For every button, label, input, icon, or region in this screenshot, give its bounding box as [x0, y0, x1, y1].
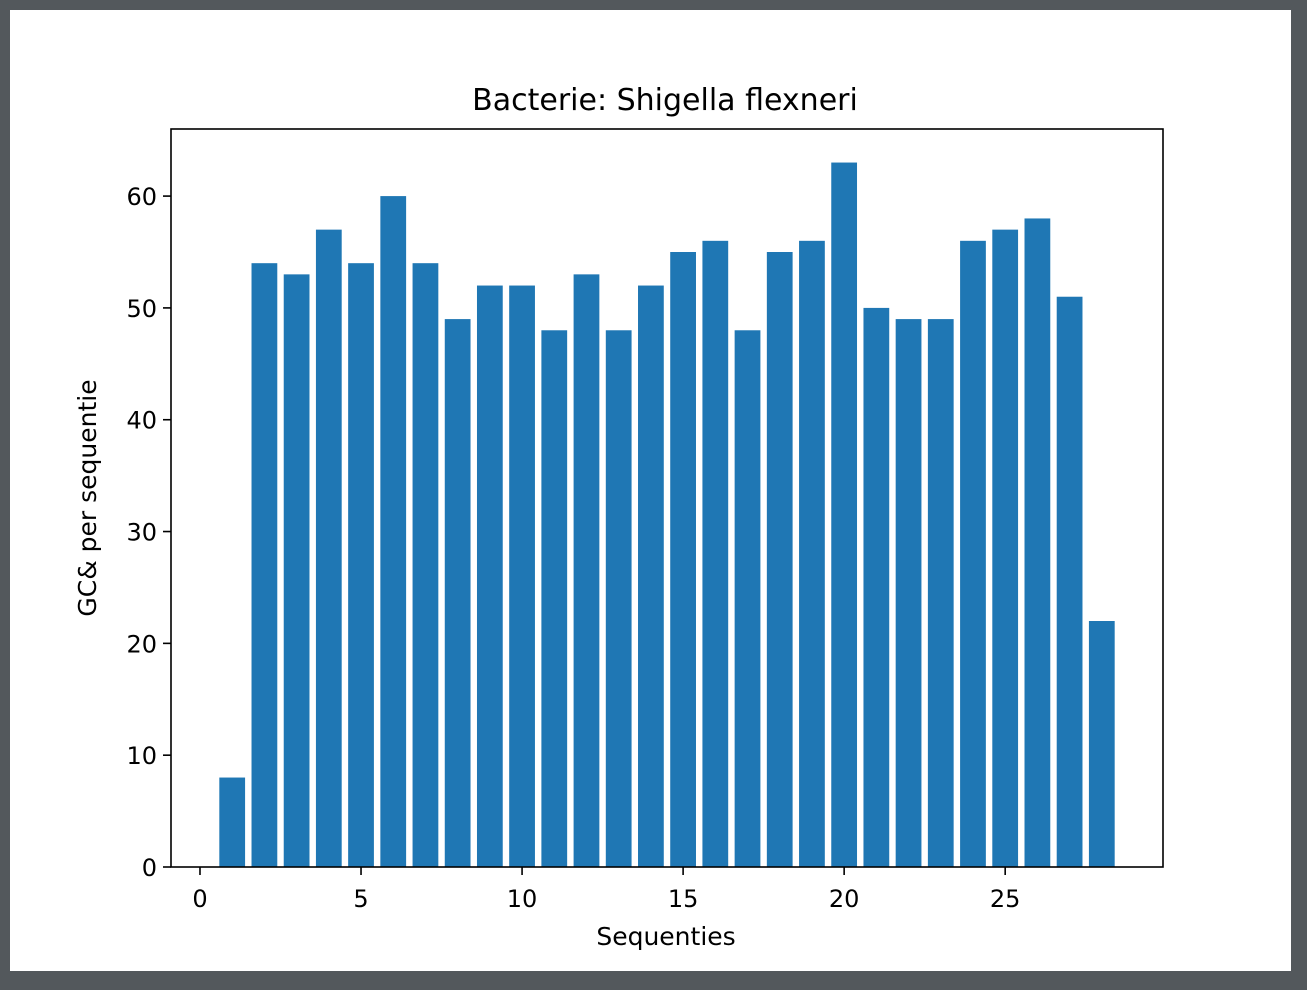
y-tick-label: 40	[126, 407, 157, 435]
chart-title: Bacterie: Shigella flexneri	[472, 83, 858, 118]
bar-7	[412, 263, 439, 867]
bar-22	[895, 319, 922, 867]
bar-11	[541, 330, 568, 868]
x-axis-ticks: 0 5 10 15 20 25	[192, 867, 1020, 913]
y-tick-label: 50	[126, 295, 157, 323]
x-tick-label: 25	[990, 885, 1021, 913]
plot-frame	[170, 128, 1164, 868]
bar-26	[1024, 218, 1051, 868]
bar-9	[476, 285, 503, 868]
bar-15	[670, 252, 696, 867]
bar-1	[219, 777, 246, 867]
y-axis-ticks: 0 10 20 30 40 50 60	[126, 183, 171, 882]
bar-13	[605, 330, 632, 868]
bar-17	[734, 330, 761, 868]
bar-chart: Bacterie: Shigella flexneri 0 5 10 15 20 25 0…	[73, 83, 1164, 951]
bar-12	[573, 274, 600, 867]
bar-19	[799, 240, 825, 867]
bar-23	[927, 319, 954, 867]
bar-24	[960, 240, 986, 867]
x-axis-label: Sequenties	[596, 922, 735, 951]
bar-5	[348, 263, 374, 867]
bar-18	[766, 252, 793, 867]
bar-3	[283, 274, 310, 867]
bar-14	[638, 285, 664, 868]
y-tick-label: 20	[126, 630, 157, 658]
bar-25	[992, 229, 1019, 868]
bar-4	[315, 229, 342, 868]
x-tick-label: 20	[829, 885, 860, 913]
bar-10	[509, 285, 535, 868]
bar-6	[380, 196, 407, 867]
x-tick-label: 5	[353, 885, 368, 913]
bar-16	[702, 240, 729, 867]
chart-figure: Bacterie: Shigella flexneri 0 5 10 15 20 25 0…	[10, 10, 1291, 971]
bar-21	[863, 307, 890, 868]
y-axis-label: GC& per sequentie	[73, 379, 102, 616]
x-tick-label: 0	[192, 885, 207, 913]
bar-20	[831, 162, 858, 867]
x-tick-label: 15	[668, 885, 699, 913]
bar-2	[251, 263, 278, 867]
y-tick-label: 0	[142, 854, 157, 882]
y-tick-label: 30	[126, 519, 157, 547]
y-tick-label: 60	[126, 183, 157, 211]
y-tick-label: 10	[126, 742, 157, 770]
bar-8	[444, 319, 471, 867]
bar-27	[1056, 296, 1083, 867]
x-tick-label: 10	[507, 885, 538, 913]
bar-28	[1088, 621, 1115, 867]
bars-group	[219, 162, 1115, 868]
